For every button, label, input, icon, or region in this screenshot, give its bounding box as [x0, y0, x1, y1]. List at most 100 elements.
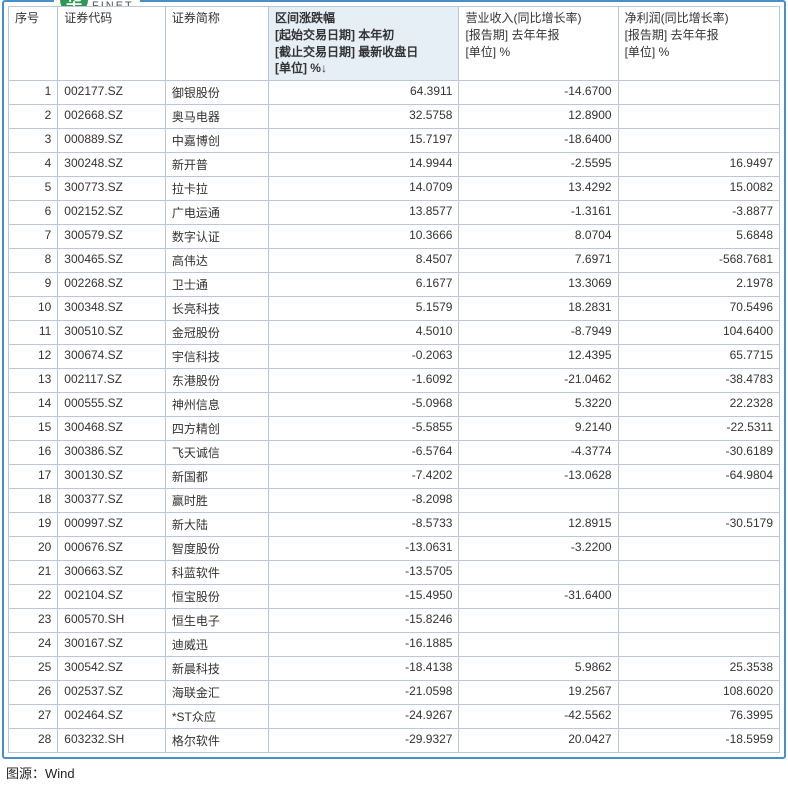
cell-idx: 10 — [9, 297, 58, 321]
table-row[interactable]: 7300579.SZ数字认证10.36668.07045.6848 — [9, 225, 780, 249]
col-idx[interactable]: 序号 — [9, 7, 58, 81]
cell-name: 格尔软件 — [165, 729, 268, 753]
col-pct-change[interactable]: 区间涨跌幅 [起始交易日期] 本年初 [截止交易日期] 最新收盘日 [单位] %… — [268, 7, 459, 81]
cell-name: 新大陆 — [165, 513, 268, 537]
cell-np: 108.6020 — [618, 681, 779, 705]
cell-np — [618, 81, 779, 105]
cell-idx: 16 — [9, 441, 58, 465]
cell-name: 宇信科技 — [165, 345, 268, 369]
table-row[interactable]: 17300130.SZ新国都-7.4202-13.0628-64.9804 — [9, 465, 780, 489]
col-netprofit-growth[interactable]: 净利润(同比增长率) [报告期] 去年年报 [单位] % — [618, 7, 779, 81]
table-row[interactable]: 16300386.SZ飞天诚信-6.5764-4.3774-30.6189 — [9, 441, 780, 465]
table-row[interactable]: 21300663.SZ科蓝软件-13.5705 — [9, 561, 780, 585]
cell-pct: -24.9267 — [268, 705, 459, 729]
cell-code: 300542.SZ — [58, 657, 166, 681]
cell-idx: 24 — [9, 633, 58, 657]
cell-pct: -8.5733 — [268, 513, 459, 537]
cell-code: 002464.SZ — [58, 705, 166, 729]
cell-name: 高伟达 — [165, 249, 268, 273]
table-row[interactable]: 12300674.SZ宇信科技-0.206312.439565.7715 — [9, 345, 780, 369]
table-row[interactable]: 23600570.SH恒生电子-15.8246 — [9, 609, 780, 633]
cell-code: 300130.SZ — [58, 465, 166, 489]
cell-name: 奥马电器 — [165, 105, 268, 129]
cell-idx: 5 — [9, 177, 58, 201]
table-row[interactable]: 22002104.SZ恒宝股份-15.4950-31.6400 — [9, 585, 780, 609]
table-row[interactable]: 1002177.SZ御银股份64.3911-14.6700 — [9, 81, 780, 105]
table-row[interactable]: 28603232.SH格尔软件-29.932720.0427-18.5959 — [9, 729, 780, 753]
cell-np: 22.2328 — [618, 393, 779, 417]
table-row[interactable]: 19000997.SZ新大陆-8.573312.8915-30.5179 — [9, 513, 780, 537]
table-row[interactable]: 2002668.SZ奥马电器32.575812.8900 — [9, 105, 780, 129]
table-row[interactable]: 10300348.SZ长亮科技5.157918.283170.5496 — [9, 297, 780, 321]
cell-name: 恒宝股份 — [165, 585, 268, 609]
col-revenue-growth[interactable]: 营业收入(同比增长率) [报告期] 去年年报 [单位] % — [459, 7, 618, 81]
cell-name: 御银股份 — [165, 81, 268, 105]
cell-np: 76.3995 — [618, 705, 779, 729]
table-row[interactable]: 3000889.SZ中嘉博创15.7197-18.6400 — [9, 129, 780, 153]
cell-np: 5.6848 — [618, 225, 779, 249]
cell-name: 飞天诚信 — [165, 441, 268, 465]
cell-name: 四方精创 — [165, 417, 268, 441]
cell-np: -18.5959 — [618, 729, 779, 753]
table-row[interactable]: 18300377.SZ赢时胜-8.2098 — [9, 489, 780, 513]
cell-rev — [459, 489, 618, 513]
cell-code: 300510.SZ — [58, 321, 166, 345]
cell-rev: -13.0628 — [459, 465, 618, 489]
table-row[interactable]: 13002117.SZ东港股份-1.6092-21.0462-38.4783 — [9, 369, 780, 393]
col-name[interactable]: 证券简称 — [165, 7, 268, 81]
cell-name: 拉卡拉 — [165, 177, 268, 201]
table-row[interactable]: 11300510.SZ金冠股份4.5010-8.7949104.6400 — [9, 321, 780, 345]
cell-code: 000676.SZ — [58, 537, 166, 561]
cell-idx: 21 — [9, 561, 58, 585]
cell-name: *ST众应 — [165, 705, 268, 729]
table-row[interactable]: 27002464.SZ*ST众应-24.9267-42.556276.3995 — [9, 705, 780, 729]
cell-idx: 25 — [9, 657, 58, 681]
table-row[interactable]: 24300167.SZ迪威迅-16.1885 — [9, 633, 780, 657]
table-row[interactable]: 14000555.SZ神州信息-5.09685.322022.2328 — [9, 393, 780, 417]
table-row[interactable]: 8300465.SZ高伟达8.45077.6971-568.7681 — [9, 249, 780, 273]
col-code[interactable]: 证券代码 — [58, 7, 166, 81]
cell-pct: -29.9327 — [268, 729, 459, 753]
cell-rev: -4.3774 — [459, 441, 618, 465]
cell-code: 300167.SZ — [58, 633, 166, 657]
cell-idx: 26 — [9, 681, 58, 705]
cell-idx: 6 — [9, 201, 58, 225]
cell-np: 2.1978 — [618, 273, 779, 297]
cell-rev: -14.6700 — [459, 81, 618, 105]
cell-idx: 23 — [9, 609, 58, 633]
cell-code: 002668.SZ — [58, 105, 166, 129]
cell-idx: 12 — [9, 345, 58, 369]
table-row[interactable]: 5300773.SZ拉卡拉14.070913.429215.0082 — [9, 177, 780, 201]
cell-np — [618, 561, 779, 585]
cell-pct: -1.6092 — [268, 369, 459, 393]
cell-name: 数字认证 — [165, 225, 268, 249]
table-row[interactable]: 15300468.SZ四方精创-5.58559.2140-22.5311 — [9, 417, 780, 441]
table-row[interactable]: 9002268.SZ卫士通6.167713.30692.1978 — [9, 273, 780, 297]
cell-rev: -8.7949 — [459, 321, 618, 345]
cell-idx: 14 — [9, 393, 58, 417]
cell-idx: 20 — [9, 537, 58, 561]
table-row[interactable]: 4300248.SZ新开普14.9944-2.559516.9497 — [9, 153, 780, 177]
cell-code: 300386.SZ — [58, 441, 166, 465]
cell-np: -30.5179 — [618, 513, 779, 537]
cell-name: 新国都 — [165, 465, 268, 489]
cell-np: 25.3538 — [618, 657, 779, 681]
cell-idx: 7 — [9, 225, 58, 249]
cell-rev: 12.8900 — [459, 105, 618, 129]
cell-pct: 64.3911 — [268, 81, 459, 105]
cell-code: 002152.SZ — [58, 201, 166, 225]
table-row[interactable]: 6002152.SZ广电运通13.8577-1.3161-3.8877 — [9, 201, 780, 225]
cell-pct: 6.1677 — [268, 273, 459, 297]
cell-np: -64.9804 — [618, 465, 779, 489]
cell-code: 300773.SZ — [58, 177, 166, 201]
cell-pct: -8.2098 — [268, 489, 459, 513]
table-row[interactable]: 26002537.SZ海联金汇-21.059819.2567108.6020 — [9, 681, 780, 705]
cell-np — [618, 585, 779, 609]
cell-code: 300348.SZ — [58, 297, 166, 321]
table-row[interactable]: 20000676.SZ智度股份-13.0631-3.2200 — [9, 537, 780, 561]
cell-rev: -18.6400 — [459, 129, 618, 153]
cell-idx: 18 — [9, 489, 58, 513]
cell-rev: -2.5595 — [459, 153, 618, 177]
table-row[interactable]: 25300542.SZ新晨科技-18.41385.986225.3538 — [9, 657, 780, 681]
cell-rev: 19.2567 — [459, 681, 618, 705]
